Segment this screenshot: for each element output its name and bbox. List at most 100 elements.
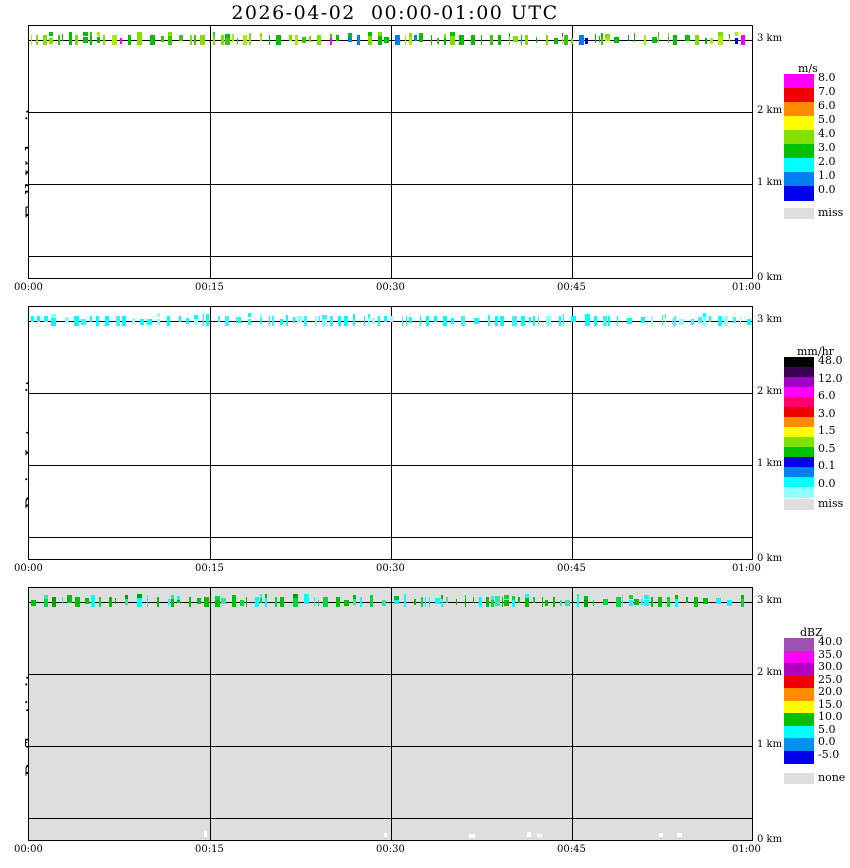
gridline-x-0030 (391, 26, 392, 278)
gridline-x-0015 (210, 588, 211, 840)
data-cell (97, 32, 100, 36)
colorbar-band (784, 367, 814, 378)
data-cell (629, 600, 633, 606)
colorbar-band (784, 102, 814, 117)
gridline-x-0030 (391, 588, 392, 840)
data-cell (716, 598, 721, 604)
data-cell (565, 600, 570, 606)
data-cell (260, 594, 262, 598)
data-cell (44, 316, 48, 322)
data-cell (444, 35, 446, 45)
data-cell (221, 598, 226, 604)
colorbar-band (784, 116, 814, 131)
data-cell (605, 35, 610, 41)
data-cell (538, 316, 539, 326)
colorbar-band (784, 675, 814, 689)
data-cell (536, 37, 537, 43)
data-cell-lowgate (384, 833, 387, 837)
data-cell (276, 35, 281, 45)
data-cell (140, 319, 144, 325)
data-cell (265, 597, 267, 607)
colorbar-missing-swatch-p2 (784, 773, 814, 784)
data-cell (437, 38, 439, 44)
colorbar-units-dbz: dBZ (800, 626, 823, 639)
plot-area-rain-intensity (29, 307, 752, 559)
data-cell (703, 313, 706, 317)
data-cell (667, 597, 670, 607)
data-layer-reflectivity-lowgates (29, 588, 752, 840)
data-cell (37, 316, 40, 322)
data-cell (249, 33, 251, 37)
colorbar-tick-label: 1.5 (818, 424, 836, 437)
panel-fall-velocity (28, 25, 753, 279)
xtick-0100-p1: 01:00 (732, 563, 761, 574)
data-cell (137, 32, 142, 36)
data-cell (295, 35, 298, 45)
data-cell (186, 318, 189, 324)
data-cell (709, 316, 711, 322)
data-cell (194, 35, 196, 45)
xtick-0030-p2: 00:30 (376, 844, 405, 855)
data-cell (727, 600, 732, 606)
data-cell (490, 35, 493, 45)
colorbar-tick-label: 5.0 (818, 722, 836, 736)
data-cell (197, 598, 201, 604)
data-cell (691, 319, 694, 325)
data-cell (125, 599, 128, 605)
data-cell (286, 315, 288, 319)
data-cell (368, 32, 372, 36)
data-cell (658, 36, 659, 42)
data-cell (330, 34, 332, 38)
data-cell (157, 319, 160, 325)
data-cell (203, 316, 204, 326)
data-cell (409, 317, 412, 323)
data-cell (562, 33, 563, 37)
data-cell (529, 317, 531, 323)
data-cell-lowgate (677, 833, 682, 837)
data-cell (542, 597, 543, 607)
data-cell (443, 316, 447, 326)
data-cell (255, 597, 259, 607)
colorbar-missing-swatch-p0 (784, 208, 814, 219)
data-cell (603, 316, 607, 326)
data-cell (218, 316, 220, 322)
colorbar-band (784, 186, 814, 201)
data-cell (330, 316, 333, 326)
data-cell (177, 596, 180, 600)
colorbar-tick-label: 7.0 (818, 85, 836, 98)
data-cell (617, 316, 618, 326)
ytick-3km-p1: 3 km (757, 314, 783, 325)
data-cell (473, 597, 474, 603)
data-cell (560, 600, 562, 606)
data-cell (204, 597, 209, 607)
gridline-y-1km (29, 465, 752, 466)
colorbar-band (784, 437, 814, 448)
ytick-3km-p2: 3 km (757, 595, 783, 606)
data-cell (595, 34, 596, 38)
data-cell (495, 316, 498, 326)
data-cell (504, 595, 509, 599)
data-cell (652, 37, 657, 43)
data-cell (304, 316, 307, 326)
data-cell (215, 596, 220, 600)
data-cell (81, 319, 86, 325)
data-cell (315, 316, 317, 326)
colorbar-tick-label: 3.0 (818, 141, 836, 154)
data-cell (622, 595, 623, 599)
data-cell (31, 35, 32, 45)
data-cell-lowgate (537, 834, 542, 837)
data-cell (177, 597, 180, 603)
data-cell (675, 595, 678, 599)
data-cell (431, 35, 432, 45)
data-cell (481, 35, 482, 45)
data-cell (168, 32, 172, 36)
data-cell (31, 600, 36, 606)
colorbar-rain-intensity: 48.0 12.0 6.0 3.0 1.5 0.5 0.1 0.0 (784, 355, 843, 498)
data-cell (105, 316, 109, 326)
data-cell (747, 319, 751, 325)
data-cell (232, 595, 236, 599)
colorbar-band (784, 688, 814, 701)
data-cell (491, 597, 494, 607)
gridline-x-0045 (572, 26, 573, 278)
data-cell (444, 34, 446, 38)
